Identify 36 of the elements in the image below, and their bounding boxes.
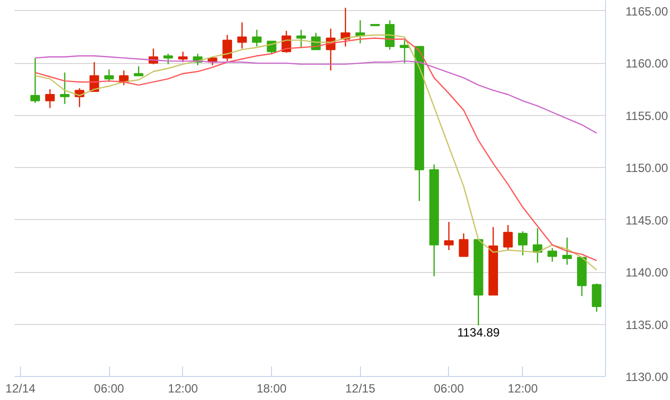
- x-tick-label: 06:00: [94, 382, 124, 396]
- candlestick: [444, 221, 454, 251]
- candlestick: [237, 22, 247, 50]
- candlestick: [458, 232, 468, 257]
- y-tick-label: 1165.00: [626, 4, 668, 18]
- candlestick: [252, 29, 262, 48]
- x-tick-label: 06:00: [434, 382, 464, 396]
- candlestick: [518, 230, 528, 256]
- candlestick: [503, 224, 513, 251]
- y-tick-label: 1145.00: [626, 213, 668, 228]
- x-tick-label: 18:00: [256, 382, 287, 396]
- y-tick-label: 1160.00: [626, 56, 668, 71]
- y-tick-label: 1150.00: [626, 161, 668, 176]
- x-tick-label: 12/14: [5, 382, 36, 396]
- annotation: 1134.89: [457, 325, 500, 340]
- candlestick: [296, 29, 306, 48]
- candlestick: [134, 66, 144, 76]
- y-tick-label: 1155.00: [626, 108, 668, 123]
- candlestick: [562, 236, 572, 266]
- candlestick: [45, 88, 55, 109]
- candlestick: [548, 247, 558, 262]
- x-tick-label: 12:00: [168, 382, 198, 396]
- candlestick: [163, 53, 173, 65]
- y-tick-label: 1140.00: [626, 266, 668, 280]
- line-series: [34, 55, 598, 134]
- candlestick: [30, 57, 40, 104]
- y-tick-label: 1135.00: [626, 318, 668, 332]
- y-tick-label: 1130.00: [626, 370, 668, 384]
- candlestick: [592, 282, 602, 312]
- candlestick: [222, 34, 232, 62]
- x-tick-label: 12:00: [508, 382, 538, 396]
- candlestick: [385, 20, 395, 50]
- x-tick-label: 12/15: [345, 382, 376, 396]
- candlestick: [178, 51, 188, 63]
- candlestick: [60, 72, 70, 104]
- candlestick: [104, 68, 114, 83]
